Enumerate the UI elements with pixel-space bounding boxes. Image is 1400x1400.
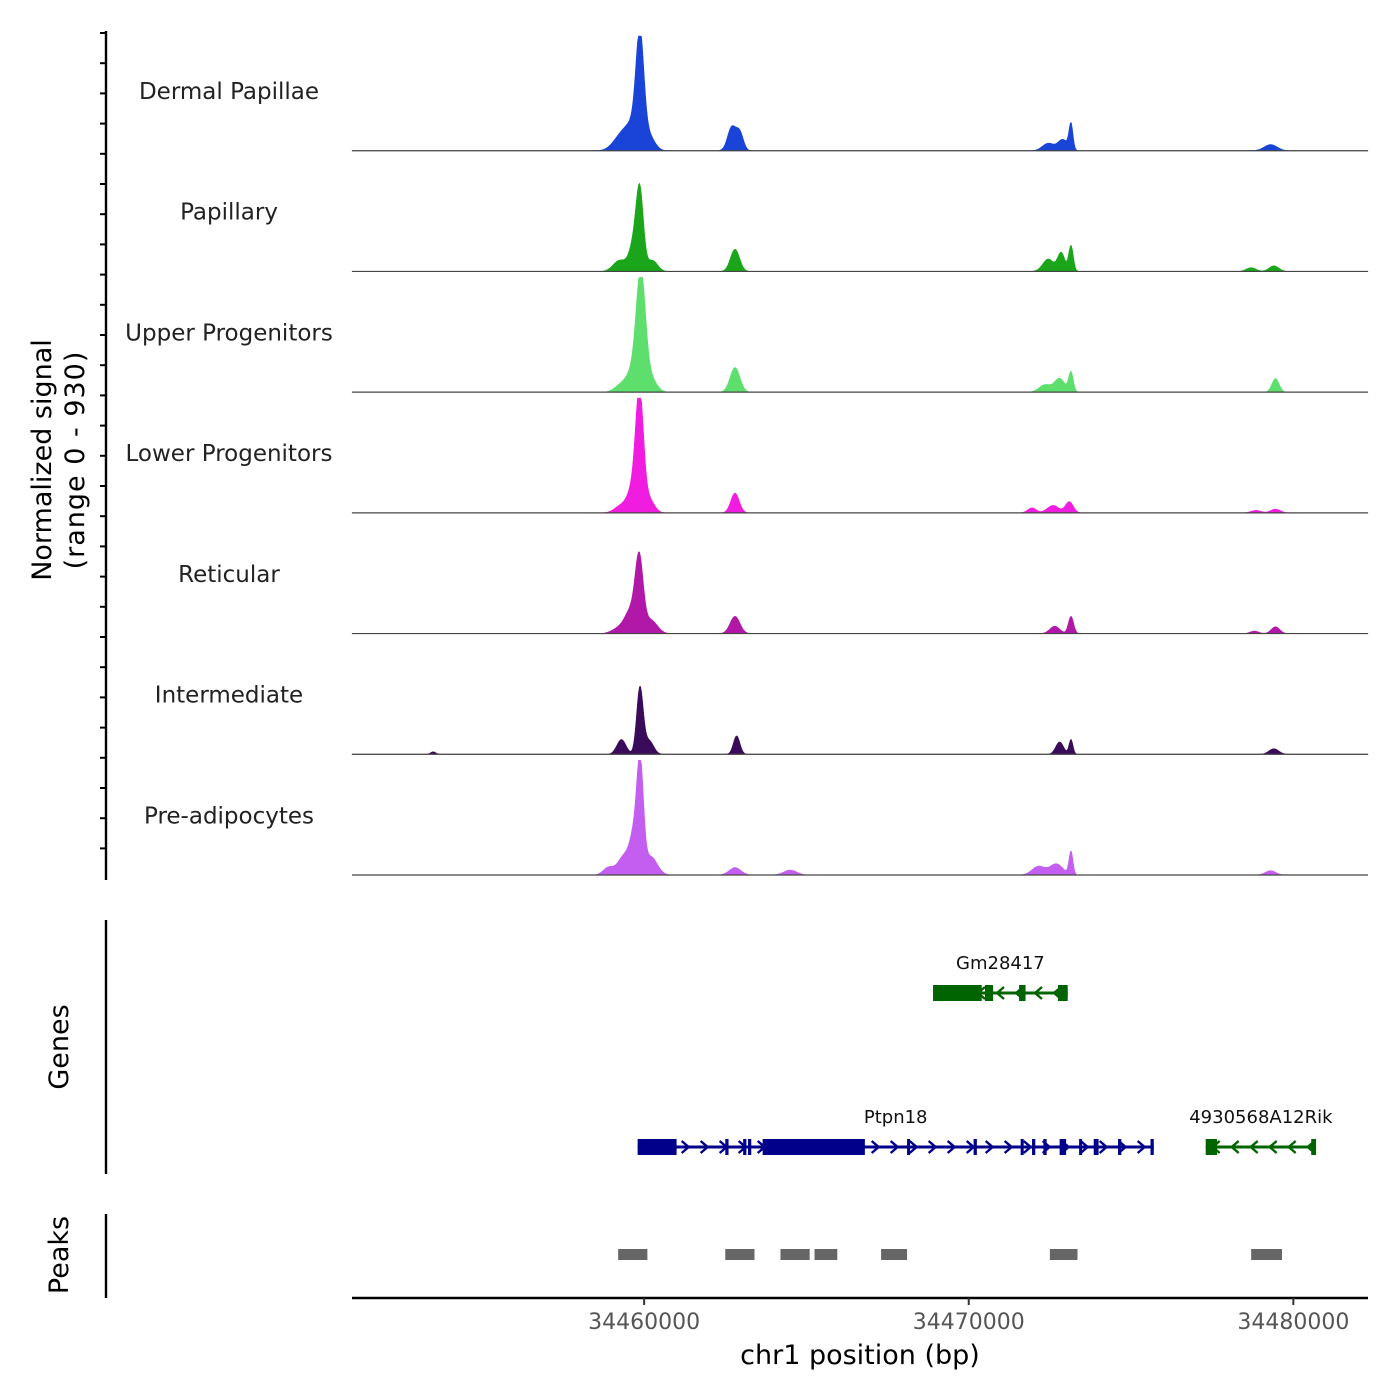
coverage-area (352, 759, 1368, 876)
strand-arrow (927, 1140, 938, 1154)
x-axis-title: chr1 position (bp) (740, 1340, 980, 1371)
track-label: Pre-adipocytes (144, 803, 314, 829)
track-label: Dermal Papillae (139, 79, 319, 105)
strand-arrow (946, 1140, 957, 1154)
strand-arrow (995, 986, 1005, 1000)
gene-exon (1118, 1139, 1122, 1155)
strand-arrow (1079, 1140, 1090, 1154)
peak-region (780, 1249, 810, 1260)
peaks-axis-title: Peaks (44, 1216, 75, 1294)
peak-region (881, 1249, 908, 1260)
peak-region (1251, 1249, 1282, 1260)
coverage-area (351, 397, 1369, 514)
genes-axis-title: Genes (44, 1004, 75, 1089)
strand-arrow (1248, 1140, 1259, 1154)
coverage-track: Intermediate (155, 683, 1369, 755)
x-axis-ticks: 34460000 34470000 34480000 (588, 1298, 1349, 1335)
gene-model: Ptpn18 (637, 1107, 1154, 1155)
coverage-area (351, 551, 1369, 634)
coverage-area (351, 182, 1369, 272)
strand-arrow (889, 1140, 900, 1154)
x-axis-tick-label: 34480000 (1237, 1310, 1349, 1335)
strand-arrow (1003, 1140, 1014, 1154)
coverage-track: Dermal Papillae (139, 35, 1369, 152)
strand-arrow (1033, 986, 1043, 1000)
signal-y-axis-ticks (100, 32, 106, 850)
strand-arrow (1286, 1140, 1297, 1154)
gene-exon (1019, 985, 1026, 1001)
coverage-track: Pre-adipocytes (144, 759, 1368, 876)
strand-arrow (1022, 1140, 1033, 1154)
coverage-track: Papillary (180, 182, 1369, 273)
gene-exon (1020, 1139, 1024, 1155)
coverage-area (351, 277, 1369, 393)
strand-arrow (984, 1140, 995, 1154)
peak-region (814, 1249, 838, 1260)
gene-exon (762, 1139, 865, 1155)
strand-arrow (908, 1140, 919, 1154)
coverage-track: Reticular (178, 551, 1369, 635)
strand-arrow (1267, 1140, 1278, 1154)
gene-exon (725, 1139, 729, 1155)
gene-exon (637, 1139, 677, 1155)
peak-region (1049, 1249, 1078, 1260)
peak-region (725, 1249, 755, 1260)
gene-label: 4930568A12Rik (1189, 1107, 1333, 1128)
gene-exon (1079, 1139, 1083, 1155)
gene-exon (973, 1139, 977, 1155)
gene-exon (933, 985, 982, 1001)
peak-regions (618, 1249, 1282, 1260)
gene-exon (1150, 1139, 1154, 1155)
gene-exon (748, 1139, 752, 1155)
strand-arrow (870, 1140, 881, 1154)
gene-model: Gm28417 (933, 953, 1068, 1001)
coverage-track: Lower Progenitors (126, 397, 1369, 514)
gene-annotations: Gm28417 Ptpn18 4930568A12Rik (637, 953, 1333, 1155)
gene-exon (743, 1139, 747, 1155)
gene-exon (1311, 1139, 1317, 1155)
strand-arrow (680, 1140, 691, 1154)
strand-arrow (1098, 1140, 1109, 1154)
gene-exon (1059, 1139, 1067, 1155)
coverage-area (351, 35, 1369, 152)
track-label: Papillary (180, 200, 278, 226)
gene-label: Gm28417 (956, 953, 1045, 974)
track-label: Upper Progenitors (125, 320, 333, 346)
strand-arrow (1136, 1140, 1147, 1154)
gene-model: 4930568A12Rik (1189, 1107, 1333, 1155)
gene-exon (1093, 1139, 1099, 1155)
signal-y-axis-title-line2: (range 0 - 930) (60, 351, 91, 570)
gene-exon (1205, 1139, 1218, 1155)
x-axis-tick-label: 34470000 (913, 1310, 1025, 1335)
gene-exon (907, 1139, 911, 1155)
gene-exon (1032, 1139, 1036, 1155)
peak-region (618, 1249, 648, 1260)
track-label: Intermediate (155, 683, 303, 709)
coverage-area (351, 686, 1369, 755)
coverage-tracks: Dermal Papillae Papillary Upper Progenitor… (125, 35, 1369, 876)
x-axis-tick-label: 34460000 (588, 1310, 700, 1335)
gene-label: Ptpn18 (864, 1107, 928, 1128)
coverage-track: Upper Progenitors (125, 277, 1369, 393)
signal-y-axis-title-line1: Normalized signal (27, 339, 58, 581)
gene-exon (984, 985, 994, 1001)
gene-exon (1058, 985, 1068, 1001)
strand-arrow (699, 1140, 710, 1154)
strand-arrow (1229, 1140, 1240, 1154)
track-label: Reticular (178, 562, 280, 588)
track-label: Lower Progenitors (126, 441, 333, 467)
gene-exon (1043, 1139, 1047, 1155)
